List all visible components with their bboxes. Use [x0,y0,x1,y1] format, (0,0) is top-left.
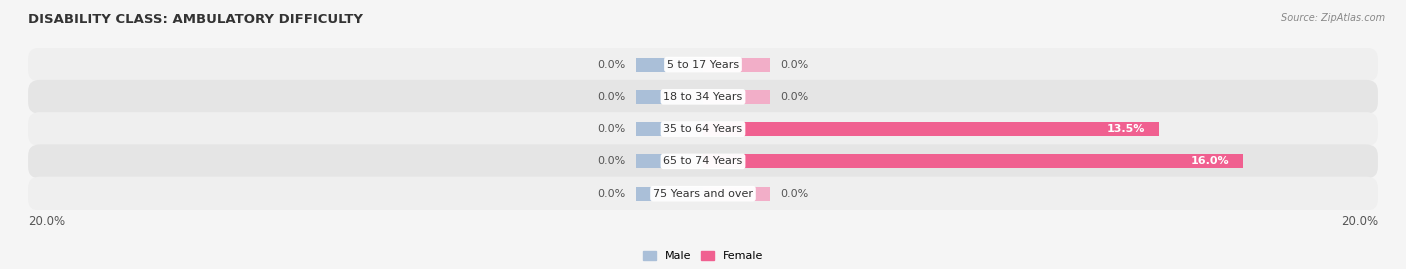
FancyBboxPatch shape [28,48,1378,82]
Text: 20.0%: 20.0% [28,215,65,228]
Bar [703,90,770,104]
Text: 5 to 17 Years: 5 to 17 Years [666,59,740,70]
Bar [636,122,703,136]
Text: 20.0%: 20.0% [1341,215,1378,228]
Text: 0.0%: 0.0% [598,156,626,167]
Legend: Male, Female: Male, Female [638,246,768,266]
Text: 0.0%: 0.0% [780,92,808,102]
FancyBboxPatch shape [28,80,1378,114]
Bar [636,154,703,168]
Text: Source: ZipAtlas.com: Source: ZipAtlas.com [1281,13,1385,23]
Text: 0.0%: 0.0% [598,92,626,102]
Bar [636,90,703,104]
Bar [636,187,703,201]
FancyBboxPatch shape [28,112,1378,146]
Text: 13.5%: 13.5% [1107,124,1144,134]
Text: 65 to 74 Years: 65 to 74 Years [664,156,742,167]
Text: 16.0%: 16.0% [1191,156,1229,167]
Bar [703,154,1243,168]
Text: 0.0%: 0.0% [598,124,626,134]
FancyBboxPatch shape [28,177,1378,211]
Bar [703,187,770,201]
Text: 75 Years and over: 75 Years and over [652,189,754,199]
Text: 35 to 64 Years: 35 to 64 Years [664,124,742,134]
Bar [703,122,1159,136]
Text: 0.0%: 0.0% [780,59,808,70]
Bar [636,58,703,72]
Text: DISABILITY CLASS: AMBULATORY DIFFICULTY: DISABILITY CLASS: AMBULATORY DIFFICULTY [28,13,363,26]
Text: 0.0%: 0.0% [598,189,626,199]
Text: 0.0%: 0.0% [598,59,626,70]
Text: 0.0%: 0.0% [780,189,808,199]
Bar [703,58,770,72]
Text: 18 to 34 Years: 18 to 34 Years [664,92,742,102]
FancyBboxPatch shape [28,144,1378,178]
